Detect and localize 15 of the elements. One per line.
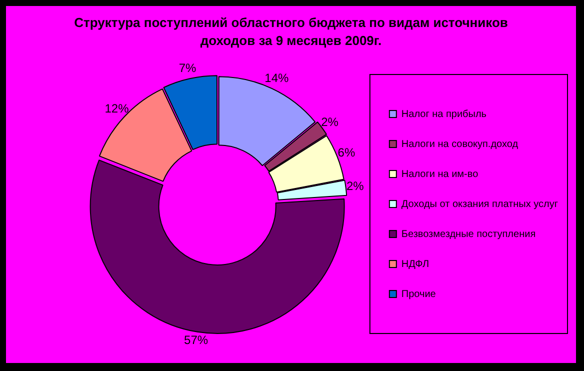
data-label: 6% [338,145,356,160]
data-label: 7% [178,61,196,76]
legend-label: НДФЛ [401,258,430,270]
legend-label: Доходы от окзания платных услуг [401,198,558,210]
data-label: 12% [104,102,130,116]
legend-label: Прочие [401,288,436,300]
data-label: 2% [321,114,339,129]
legend-label: Налоги на совокуп.доход [401,138,518,150]
legend-label: Налог на прибыль [401,108,487,120]
data-label: 57% [184,333,208,348]
legend-label: Налоги на им-во [401,168,479,180]
data-label: 14% [264,70,290,85]
legend-label: Безвозмездные поступления [401,228,536,240]
data-label: 2% [346,178,364,193]
chart-title: Структура поступлений областного бюджета по видам источников доходов за 9 месяцев 2009г. [73,14,509,50]
